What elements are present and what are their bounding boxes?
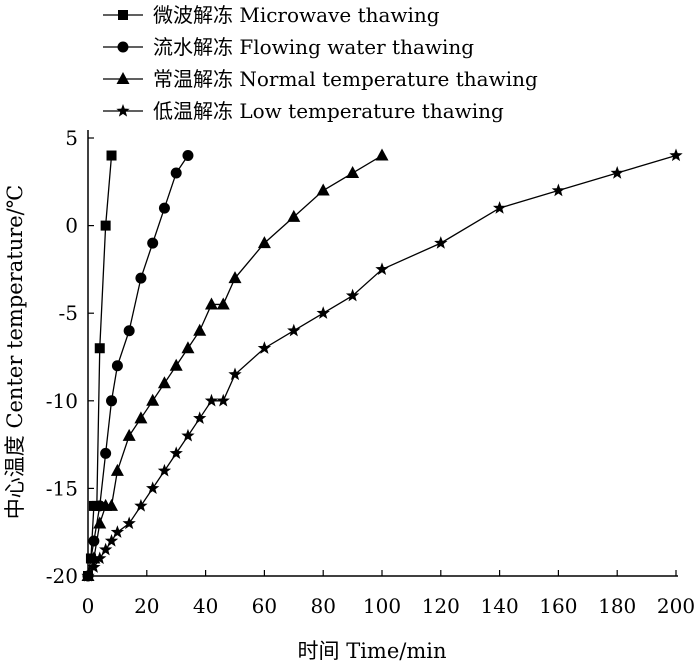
data-point-star xyxy=(228,367,242,381)
series-line xyxy=(87,155,113,577)
data-point-circle xyxy=(147,237,159,249)
data-point-star xyxy=(110,525,125,538)
data-point-star xyxy=(134,498,148,512)
y-tick-label: -10 xyxy=(46,389,78,413)
data-point-triangle xyxy=(105,498,119,511)
legend-label: 常温解冻 Normal temperature thawing xyxy=(153,67,538,91)
data-point-star xyxy=(193,411,207,424)
data-point-star xyxy=(287,323,301,337)
legend: 微波解冻 Microwave thawing 流水解冻 Flowing water… xyxy=(103,3,538,123)
series-layer xyxy=(81,148,683,582)
series-line xyxy=(87,155,189,577)
x-tick-label: 0 xyxy=(82,594,95,618)
y-tick-label: 5 xyxy=(65,126,78,150)
data-point-star xyxy=(87,560,101,573)
y-axis-label: 中心温度 Center temperature/℃ xyxy=(3,185,27,519)
data-point-triangle xyxy=(257,236,271,249)
x-axis-ticks: 0 20 40 60 80 100 120 140 160 180 200 xyxy=(82,570,695,618)
data-point-star xyxy=(169,446,183,460)
x-tick-label: 80 xyxy=(310,594,335,618)
y-axis-ticks: 5 0 -5 -10 -15 -20 xyxy=(46,126,94,588)
legend-marker-square xyxy=(118,10,128,20)
series-star xyxy=(81,148,683,582)
data-point-star xyxy=(316,306,330,319)
data-point-star xyxy=(181,428,195,442)
y-tick-label: -15 xyxy=(46,476,78,500)
data-point-triangle xyxy=(193,323,207,336)
data-point-square xyxy=(100,220,111,231)
axes xyxy=(87,130,678,577)
data-point-star xyxy=(345,288,360,302)
data-point-star xyxy=(122,516,136,530)
data-point-circle xyxy=(182,150,194,162)
data-point-triangle xyxy=(216,297,230,310)
data-point-star xyxy=(81,569,95,582)
x-tick-label: 60 xyxy=(252,594,277,618)
data-point-star xyxy=(146,481,160,495)
data-point-triangle xyxy=(110,463,124,476)
data-point-star xyxy=(104,533,119,547)
data-point-star xyxy=(98,542,113,556)
x-axis-label: 时间 Time/min xyxy=(298,639,447,663)
legend-marker-circle xyxy=(117,41,129,53)
legend-item: 低温解冻 Low temperature thawing xyxy=(103,99,504,123)
x-tick-label: 160 xyxy=(539,594,577,618)
data-point-triangle xyxy=(228,271,242,284)
data-point-square xyxy=(106,150,117,161)
data-point-star xyxy=(216,393,230,407)
data-point-star xyxy=(93,551,107,565)
legend-marker-triangle xyxy=(116,72,130,84)
x-tick-label: 40 xyxy=(193,594,218,618)
data-point-triangle xyxy=(204,297,218,310)
legend-label: 微波解冻 Microwave thawing xyxy=(153,3,440,27)
data-point-star xyxy=(610,166,624,179)
data-point-triangle xyxy=(93,516,107,529)
data-point-star xyxy=(257,341,272,354)
legend-item: 流水解冻 Flowing water thawing xyxy=(103,35,474,59)
y-tick-label: 0 xyxy=(65,214,78,238)
legend-label: 流水解冻 Flowing water thawing xyxy=(153,35,474,59)
data-point-square xyxy=(94,343,105,354)
y-tick-label: -20 xyxy=(46,564,78,588)
data-point-triangle xyxy=(346,166,360,179)
x-tick-label: 140 xyxy=(481,594,519,618)
data-point-triangle xyxy=(157,376,171,389)
series-line xyxy=(87,154,383,577)
legend-item: 微波解冻 Microwave thawing xyxy=(103,3,440,27)
x-tick-label: 20 xyxy=(134,594,159,618)
data-point-star xyxy=(434,236,448,249)
y-tick-label: -5 xyxy=(59,301,78,325)
legend-label: 低温解冻 Low temperature thawing xyxy=(153,99,504,123)
data-point-triangle xyxy=(134,411,148,424)
x-tick-label: 100 xyxy=(363,594,401,618)
data-point-star xyxy=(375,262,389,276)
series-triangle xyxy=(81,148,389,581)
data-point-triangle xyxy=(316,183,330,196)
data-point-triangle xyxy=(122,428,136,441)
legend-item: 常温解冻 Normal temperature thawing xyxy=(103,67,538,91)
data-point-circle xyxy=(158,202,170,214)
data-point-circle xyxy=(111,360,123,372)
data-point-triangle xyxy=(169,358,183,371)
data-point-circle xyxy=(100,447,112,459)
data-point-triangle xyxy=(375,148,389,161)
data-point-star xyxy=(492,201,507,214)
data-point-star xyxy=(669,148,683,162)
data-point-circle xyxy=(123,325,135,337)
data-point-circle xyxy=(170,167,182,179)
legend-marker-star xyxy=(116,104,130,117)
data-point-triangle xyxy=(146,393,160,406)
data-point-triangle xyxy=(181,341,195,354)
data-point-triangle xyxy=(287,209,301,222)
x-tick-label: 180 xyxy=(598,594,636,618)
x-tick-label: 200 xyxy=(657,594,695,618)
data-point-star xyxy=(551,183,566,197)
x-tick-label: 120 xyxy=(422,594,460,618)
data-point-star xyxy=(204,393,219,407)
data-point-circle xyxy=(135,272,147,284)
data-point-star xyxy=(157,463,172,477)
data-point-circle xyxy=(106,395,118,407)
